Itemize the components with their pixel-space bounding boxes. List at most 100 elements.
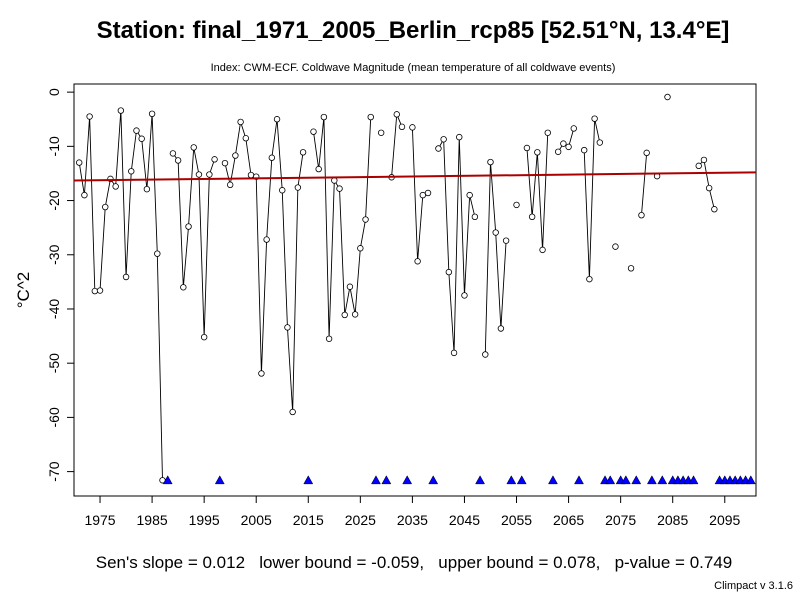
y-tick-label: -50 [46, 353, 62, 373]
data-point [445, 268, 453, 276]
data-point [414, 258, 421, 265]
data-point [263, 236, 270, 243]
missing-year-marker [428, 475, 439, 485]
data-point [513, 201, 520, 209]
data-point [357, 245, 364, 252]
data-point [242, 135, 250, 142]
data-point [112, 183, 119, 190]
data-point [466, 191, 473, 199]
data-point [180, 284, 187, 291]
missing-year-marker [657, 475, 668, 485]
data-point [96, 287, 104, 294]
data-point [76, 159, 83, 166]
data-point [502, 237, 510, 244]
missing-year-marker [646, 475, 657, 485]
data-point [299, 149, 307, 156]
trend-layer [73, 171, 757, 182]
missing-year-marker [402, 475, 413, 485]
y-tick-label: -40 [46, 299, 62, 319]
data-point [294, 184, 302, 191]
data-point [393, 111, 400, 118]
missing-marker-layer [162, 475, 756, 485]
chart-title: Station: final_1971_2005_Berlin_rcp85 [5… [97, 17, 730, 44]
series-line [78, 110, 715, 481]
x-tick-label: 2055 [501, 512, 532, 528]
data-point [185, 223, 192, 230]
data-point [362, 216, 369, 223]
missing-year-marker [516, 475, 527, 485]
data-point [523, 144, 531, 152]
data-point [539, 246, 546, 254]
missing-year-marker [506, 475, 517, 485]
data-point [133, 127, 140, 134]
y-tick-label: -10 [46, 136, 62, 156]
data-point [580, 146, 588, 154]
data-point [612, 243, 619, 250]
x-tick-label: 2065 [553, 512, 584, 528]
data-point [346, 283, 354, 290]
data-point [351, 311, 359, 318]
data-point [86, 113, 93, 120]
data-point [705, 184, 713, 192]
data-point [570, 125, 577, 132]
x-tick-label: 2025 [345, 512, 376, 528]
x-tick-label: 1995 [189, 512, 220, 528]
missing-year-marker [381, 475, 392, 485]
data-point [440, 136, 447, 143]
data-point [174, 157, 182, 164]
data-point [206, 171, 213, 178]
data-point [461, 292, 468, 299]
data-point [409, 124, 416, 131]
data-point [638, 211, 645, 219]
data-point [117, 107, 125, 114]
data-point [544, 129, 551, 136]
data-point [596, 139, 604, 146]
data-point [591, 115, 598, 122]
data-point [320, 113, 328, 121]
trend-line [73, 171, 757, 182]
data-point [195, 171, 203, 178]
chart-subtitle: Index: CWM-ECF. Coldwave Magnitude (mean… [211, 62, 616, 74]
data-point [528, 213, 536, 221]
data-point [497, 325, 505, 332]
missing-year-marker [574, 475, 584, 485]
data-point [91, 287, 99, 295]
data-point [450, 349, 458, 357]
missing-year-marker [631, 475, 642, 485]
data-point [336, 185, 343, 192]
y-tick-label: -20 [46, 190, 62, 210]
missing-year-marker [371, 475, 381, 485]
missing-year-marker [548, 475, 558, 485]
data-point [315, 165, 322, 173]
trend-statistics: Sen's slope = 0.012 lower bound = -0.059… [96, 553, 733, 572]
data-point [367, 113, 374, 121]
x-tick-label: 2035 [397, 512, 428, 528]
missing-year-marker [214, 475, 225, 485]
data-point [695, 162, 702, 170]
data-point [232, 152, 239, 159]
data-point [341, 311, 348, 319]
data-point [700, 156, 708, 164]
data-point [289, 408, 296, 416]
data-point [398, 123, 406, 131]
y-tick-label: -60 [46, 407, 62, 427]
data-point [586, 275, 593, 283]
x-tick-label: 2095 [709, 512, 740, 528]
missing-year-marker [605, 475, 616, 485]
missing-year-marker [475, 475, 486, 485]
data-point [534, 149, 541, 156]
data-point [221, 159, 229, 167]
data-point [128, 168, 135, 175]
series-layer [76, 93, 718, 484]
missing-year-marker [620, 475, 631, 485]
data-point [148, 110, 156, 118]
data-point [279, 187, 286, 194]
x-tick-label: 2005 [241, 512, 272, 528]
data-point [169, 150, 177, 157]
x-tick-label: 2015 [293, 512, 324, 528]
x-tick-label: 2045 [449, 512, 480, 528]
data-point [487, 158, 494, 166]
data-point [211, 156, 218, 163]
data-point [143, 185, 151, 193]
missing-year-marker [162, 475, 173, 485]
